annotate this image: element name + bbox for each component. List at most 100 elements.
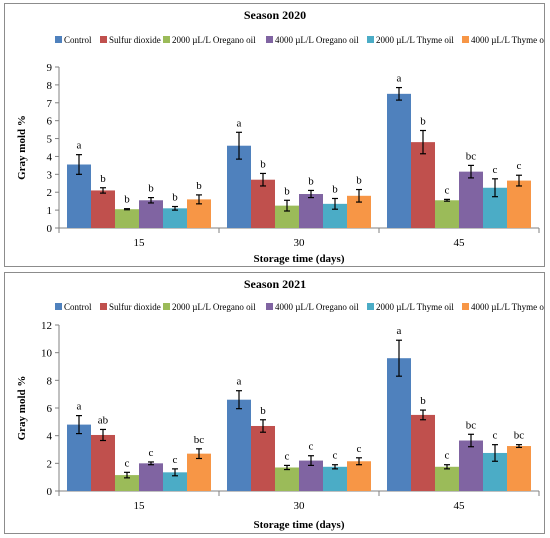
legend-label: Sulfur dioxide bbox=[109, 302, 161, 312]
legend-swatch bbox=[100, 303, 107, 310]
y-tick-label: 2 bbox=[47, 187, 53, 199]
bar bbox=[227, 399, 251, 491]
bar bbox=[347, 461, 371, 491]
legend-swatch bbox=[55, 303, 62, 310]
y-tick-label: 2 bbox=[47, 458, 53, 470]
y-tick-label: 10 bbox=[41, 348, 53, 360]
significance-letter: b bbox=[100, 173, 106, 185]
x-axis-label: Storage time (days) bbox=[253, 253, 344, 265]
y-tick-label: 6 bbox=[47, 116, 53, 128]
y-tick-label: 0 bbox=[47, 486, 53, 498]
x-tick-label: 45 bbox=[454, 237, 466, 249]
significance-letter: c bbox=[173, 454, 178, 466]
y-tick-label: 12 bbox=[41, 320, 52, 332]
bar bbox=[387, 93, 411, 228]
legend-swatch bbox=[462, 36, 469, 43]
y-tick-label: 6 bbox=[47, 403, 53, 415]
y-axis-label: Gray mold % bbox=[16, 376, 28, 441]
significance-letter: b bbox=[260, 405, 266, 417]
legend-label: 4000 µL/L Oregano oil bbox=[275, 35, 359, 45]
bar bbox=[275, 205, 299, 228]
bar bbox=[411, 414, 435, 491]
legend-label: 4000 µL/L Thyme oil bbox=[471, 35, 544, 45]
legend-label: Control bbox=[64, 302, 92, 312]
bar bbox=[139, 200, 163, 228]
significance-letter: a bbox=[397, 325, 402, 337]
x-tick-label: 30 bbox=[294, 500, 306, 512]
legend-swatch bbox=[266, 303, 273, 310]
legend-swatch bbox=[100, 36, 107, 43]
legend-label: 2000 µL/L Oregano oil bbox=[172, 302, 256, 312]
significance-letter: c bbox=[125, 457, 130, 469]
chart-panel-season-2021: Season 2021 Control Sulfur dioxide 2000 µL/… bbox=[4, 272, 545, 534]
x-axis-label: Storage time (days) bbox=[253, 519, 344, 531]
significance-letter: a bbox=[77, 401, 82, 413]
bar bbox=[139, 463, 163, 491]
legend-label: Sulfur dioxide bbox=[109, 35, 161, 45]
significance-letter: b bbox=[332, 183, 338, 195]
x-tick-label: 15 bbox=[134, 237, 146, 249]
significance-letter: bc bbox=[466, 419, 477, 431]
chart-panel-season-2020: Season 2020 Control Sulfur dioxide 2000 µL/… bbox=[4, 3, 545, 267]
significance-letter: c bbox=[285, 450, 290, 462]
legend-label: 2000 µL/L Thyme oil bbox=[376, 302, 454, 312]
chart-title: Season 2021 bbox=[244, 277, 306, 291]
significance-letter: ab bbox=[98, 414, 109, 426]
significance-letter: c bbox=[493, 164, 498, 176]
bar bbox=[387, 358, 411, 491]
y-tick-label: 9 bbox=[47, 62, 53, 74]
bar bbox=[435, 466, 459, 491]
legend-swatch bbox=[163, 303, 170, 310]
significance-letter: b bbox=[308, 175, 314, 187]
bar bbox=[91, 190, 115, 228]
significance-letter: a bbox=[77, 140, 82, 152]
chart-svg: Season 2021 Control Sulfur dioxide 2000 µL/… bbox=[16, 277, 544, 531]
bar bbox=[275, 467, 299, 491]
bar bbox=[163, 208, 187, 228]
chart-title: Season 2020 bbox=[244, 8, 306, 22]
bar bbox=[411, 142, 435, 228]
significance-letter: b bbox=[148, 183, 154, 195]
legend-label: 4000 µL/L Thyme oil bbox=[471, 302, 544, 312]
bar bbox=[299, 194, 323, 228]
bar bbox=[67, 424, 91, 491]
y-tick-label: 4 bbox=[47, 151, 53, 163]
bar bbox=[115, 475, 139, 491]
significance-letter: c bbox=[517, 160, 522, 172]
significance-letter: c bbox=[493, 430, 498, 442]
bar bbox=[67, 164, 91, 228]
bar bbox=[435, 200, 459, 228]
y-tick-label: 8 bbox=[47, 80, 53, 92]
significance-letter: c bbox=[445, 450, 450, 462]
significance-letter: bc bbox=[194, 434, 205, 446]
bar bbox=[459, 440, 483, 491]
significance-letter: c bbox=[309, 441, 314, 453]
x-tick-label: 30 bbox=[294, 237, 306, 249]
y-tick-label: 4 bbox=[47, 431, 53, 443]
x-tick-label: 45 bbox=[454, 500, 466, 512]
significance-letter: c bbox=[357, 443, 362, 455]
bar bbox=[507, 446, 531, 491]
bar bbox=[251, 425, 275, 491]
significance-letter: a bbox=[237, 376, 242, 388]
y-tick-label: 5 bbox=[47, 134, 53, 146]
significance-letter: b bbox=[420, 395, 426, 407]
legend-label: Control bbox=[64, 35, 92, 45]
y-axis-label: Gray mold % bbox=[16, 115, 28, 180]
y-tick-label: 1 bbox=[47, 205, 53, 217]
y-tick-label: 7 bbox=[47, 98, 53, 110]
significance-letter: b bbox=[260, 158, 266, 170]
bar bbox=[459, 171, 483, 228]
significance-letter: b bbox=[420, 116, 426, 128]
significance-letter: a bbox=[237, 117, 242, 129]
bar bbox=[91, 434, 115, 491]
significance-letter: c bbox=[333, 450, 338, 462]
significance-letter: b bbox=[124, 194, 130, 206]
y-tick-label: 0 bbox=[47, 223, 53, 235]
y-tick-label: 8 bbox=[47, 375, 53, 387]
legend-swatch bbox=[367, 36, 374, 43]
legend-swatch bbox=[367, 303, 374, 310]
x-tick-label: 15 bbox=[134, 500, 146, 512]
bar bbox=[163, 472, 187, 491]
chart-svg: Season 2020 Control Sulfur dioxide 2000 µL/… bbox=[16, 8, 544, 265]
